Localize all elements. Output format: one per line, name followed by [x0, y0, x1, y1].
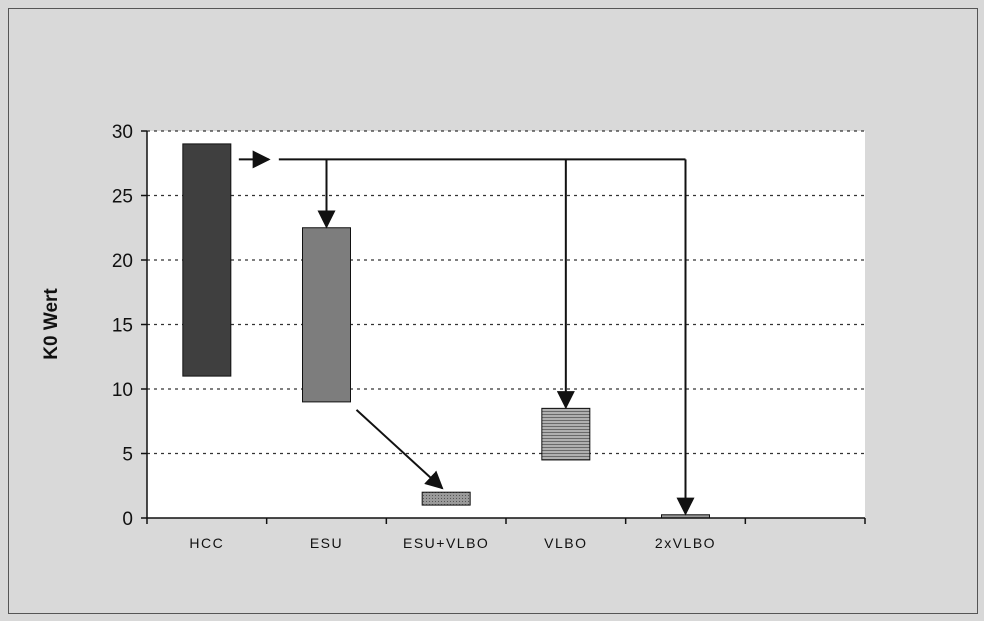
y-tick-label: 30 [112, 122, 133, 143]
bar-esu [302, 227, 351, 403]
bar-vlbo [541, 407, 591, 461]
y-tick-label: 15 [112, 316, 133, 337]
y-axis-title: K0 Wert [41, 288, 62, 360]
y-tick-label: 0 [122, 509, 133, 530]
bar-hcc [182, 143, 232, 377]
y-tick-label: 25 [112, 187, 133, 208]
x-tick-label: ESU+VLBO [403, 535, 489, 551]
arrows [238, 150, 695, 516]
bar-esu-vlbo [421, 491, 471, 506]
x-tick-label: 2xVLBO [655, 535, 716, 551]
grid-lines [147, 130, 865, 455]
x-tick-label: VLBO [544, 535, 587, 551]
bars [182, 143, 710, 519]
x-tick-label: ESU [310, 535, 343, 551]
y-tick-label: 5 [122, 445, 133, 466]
arrow-esu-to-esu-vlbo [355, 409, 444, 490]
axes: 0 5 10 15 20 25 30 HCC ESU ESU+VLBO VLBO 2xVLBO [112, 122, 866, 551]
y-tick-label: 20 [112, 251, 133, 272]
y-tick-label: 10 [112, 380, 133, 401]
x-tick-label: HCC [189, 535, 224, 551]
